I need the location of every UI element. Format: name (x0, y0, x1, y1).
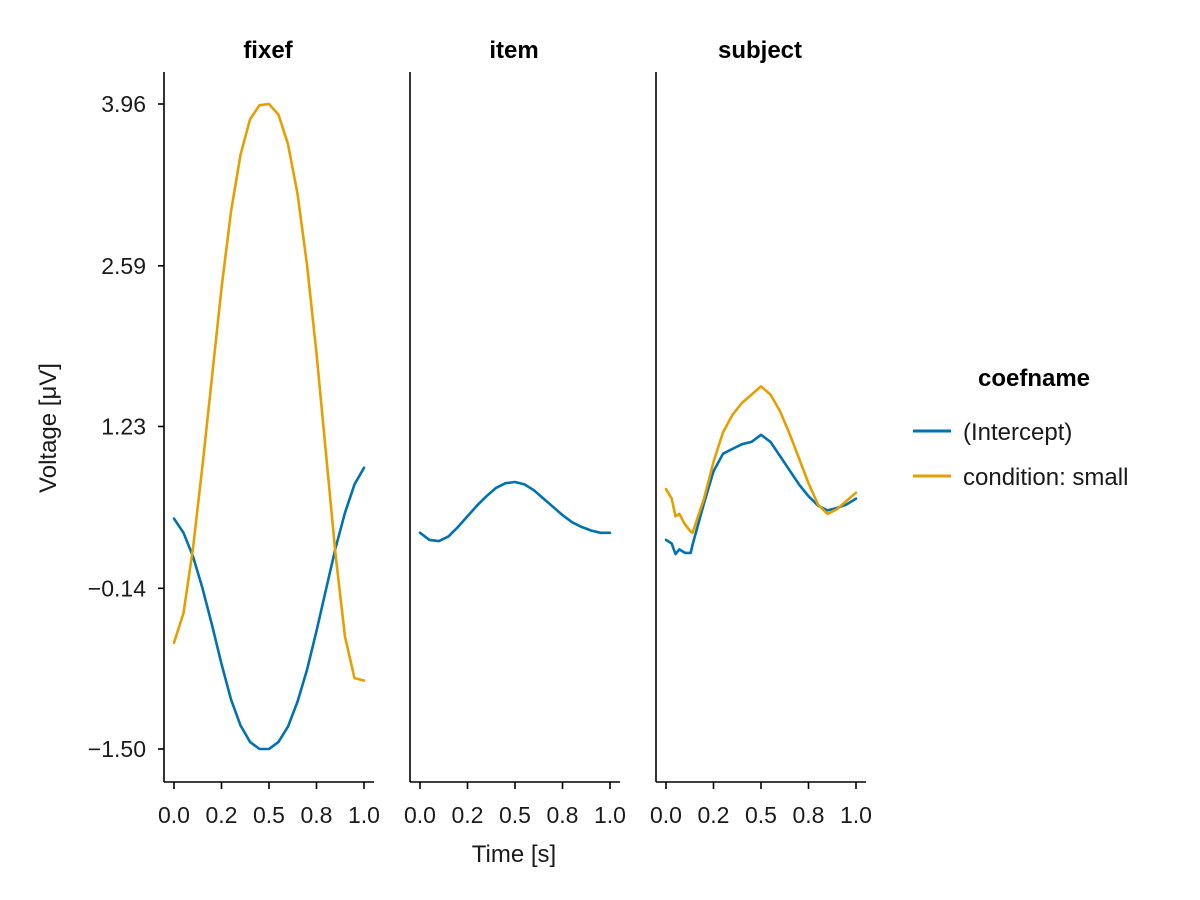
y-tick-label: −0.14 (88, 575, 146, 601)
series-line-item-intercept (418, 480, 612, 543)
x-tick-label: 0.5 (745, 802, 777, 828)
series-line-subject-intercept (664, 433, 858, 556)
x-tick-label: 0.8 (301, 802, 333, 828)
x-axis-ticks: 0.0 0.2 0.5 0.8 1.0 0.0 0.2 0.5 0.8 1.0 0.0 0.2 0.5 0… (158, 782, 872, 828)
series-layer (172, 102, 858, 751)
x-tick-label: 0.8 (793, 802, 825, 828)
series-line-subject-condition-small (664, 384, 858, 535)
panel-axes (163, 72, 866, 783)
x-tick-label: 0.2 (206, 802, 238, 828)
x-tick-label: 0.0 (404, 802, 436, 828)
panel-title-fixef: fixef (243, 37, 293, 64)
x-tick-label: 0.5 (253, 802, 285, 828)
y-axis-ticks: 3.96 2.59 1.23 −0.14 −1.50 (88, 91, 164, 762)
x-tick-label: 0.8 (547, 802, 579, 828)
panel-title-subject: subject (718, 37, 802, 64)
panel-title-item: item (489, 37, 538, 64)
series-line-fixef-condition-small (172, 102, 366, 682)
x-tick-label: 1.0 (348, 802, 380, 828)
legend-label-intercept: (Intercept) (963, 419, 1072, 446)
y-tick-label: 2.59 (101, 253, 146, 279)
x-tick-label: 0.2 (452, 802, 484, 828)
y-tick-label: 3.96 (101, 91, 146, 117)
x-tick-label: 0.0 (650, 802, 682, 828)
x-tick-label: 0.0 (158, 802, 190, 828)
x-tick-label: 0.2 (698, 802, 730, 828)
legend: coefname (Intercept) condition: small (913, 365, 1128, 491)
legend-label-condition-small: condition: small (963, 464, 1128, 491)
y-tick-label: −1.50 (88, 736, 146, 762)
x-tick-label: 1.0 (594, 802, 626, 828)
x-tick-label: 1.0 (840, 802, 872, 828)
x-tick-label: 0.5 (499, 802, 531, 828)
x-axis-label: Time [s] (472, 841, 556, 868)
legend-title: coefname (978, 365, 1090, 392)
series-line-fixef-intercept (172, 466, 366, 751)
y-tick-label: 1.23 (101, 414, 146, 440)
y-axis-label: Voltage [μV] (35, 363, 62, 493)
